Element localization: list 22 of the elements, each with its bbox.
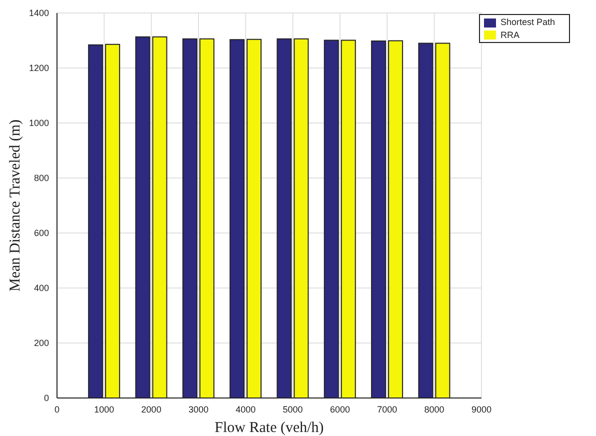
x-tick-label: 1000 [94, 404, 114, 414]
y-tick-label: 400 [34, 283, 49, 294]
x-tick-label: 5000 [282, 404, 303, 414]
y-axis-title: Mean Distance Traveled (m) [7, 119, 24, 292]
y-tick-label: 200 [34, 338, 49, 348]
x-tick-label: 9000 [471, 404, 492, 414]
legend-label: Shortest Path [500, 17, 555, 27]
y-tick-label: 1000 [28, 118, 49, 128]
legend-label: RRA [500, 30, 520, 40]
x-tick-label: 6000 [330, 404, 350, 414]
x-tick-label: 7000 [377, 404, 398, 414]
y-tick-label: 1400 [28, 8, 49, 18]
y-tick-label: 600 [34, 228, 49, 238]
x-tick-label: 2000 [141, 404, 162, 414]
x-axis-title: Flow Rate (veh/h) [214, 420, 324, 436]
x-tick-label: 0 [54, 404, 60, 414]
y-tick-label: 800 [34, 173, 49, 184]
x-tick-label: 3000 [188, 404, 208, 414]
y-tick-label: 0 [44, 393, 49, 404]
y-tick-label: 1200 [28, 63, 49, 74]
x-tick-label: 8000 [424, 404, 444, 414]
x-tick-label: 4000 [236, 404, 256, 414]
